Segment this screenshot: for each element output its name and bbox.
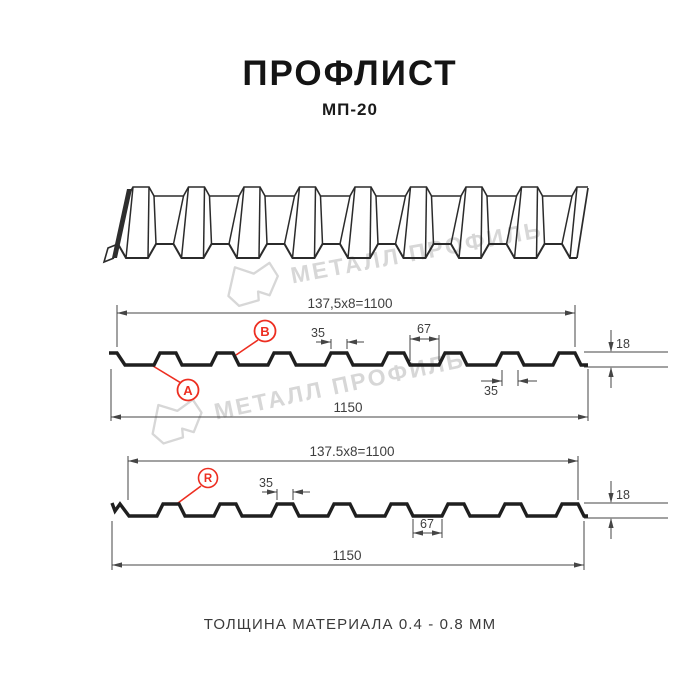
cross-section-ab: 137,5x8=1100 35 67 18 35 1150 A B [109, 296, 668, 421]
dimension-arrow [608, 342, 614, 352]
dimension-arrow [565, 310, 575, 316]
dimension-line [319, 195, 324, 245]
dimension-arrow [574, 562, 584, 568]
dimension-arrow [112, 562, 122, 568]
sheet-3d-view [102, 186, 589, 264]
sheet-near-edge [117, 243, 577, 259]
profile-outline-r [110, 501, 588, 518]
dim-pitch-2: 137.5x8=1100 [310, 444, 395, 459]
dimension-line [291, 186, 301, 259]
dimension-arrow [117, 310, 127, 316]
dimension-line [235, 339, 259, 356]
dimension-line [347, 186, 356, 259]
dimension-line [394, 195, 407, 245]
callout-r-label: R [204, 473, 213, 485]
brand-logo-icon [227, 261, 279, 308]
dimension-line [153, 195, 157, 245]
dimension-arrow [608, 493, 614, 503]
dimension-line [430, 195, 435, 245]
dimension-line [180, 186, 190, 259]
dimension-line [147, 186, 150, 259]
dimension-line [375, 195, 379, 245]
dimension-line [450, 195, 462, 245]
dimension-line [228, 195, 240, 245]
dimension-line [202, 186, 206, 259]
dim-valley-2: 67 [420, 517, 434, 531]
dimension-arrow [608, 518, 614, 528]
dimension-arrow [578, 414, 588, 420]
page-title: ПРОФЛИСТ [242, 54, 458, 93]
dimension-line [264, 195, 268, 245]
callout-r-circle [197, 467, 219, 489]
dim-height-1: 18 [616, 337, 630, 351]
material-thickness-note: ТОЛЩИНА МАТЕРИАЛА 0.4 - 0.8 ММ [203, 616, 497, 633]
dimension-arrow [293, 489, 303, 495]
dimension-line [402, 186, 412, 259]
dimension-line [125, 186, 134, 259]
dim-total-1: 1150 [333, 400, 362, 415]
dimension-arrow [429, 336, 439, 342]
dimension-line [505, 195, 518, 245]
dimension-line [236, 186, 245, 259]
dim-rib-bottom-1: 35 [484, 384, 498, 398]
dimension-arrow [128, 458, 138, 464]
profile-outline-ab [109, 351, 588, 367]
dim-height-2: 18 [616, 488, 630, 502]
dimension-arrow [410, 336, 420, 342]
callout-b-circle [253, 319, 277, 343]
dimension-line [541, 195, 546, 245]
dimension-line [513, 186, 523, 259]
dimension-line [177, 485, 202, 504]
cross-section-r: 137.5x8=1100 35 67 18 1150 R [110, 444, 668, 570]
dimension-arrow [568, 458, 578, 464]
dimension-arrow [267, 489, 277, 495]
dimension-arrow [413, 530, 423, 536]
dimension-line [339, 195, 351, 245]
dimension-line [535, 186, 539, 259]
dim-rib-top-2: 35 [259, 476, 273, 490]
sheet-left-flap [102, 243, 119, 264]
dimension-line [561, 195, 573, 245]
dim-pitch-1: 137,5x8=1100 [308, 296, 393, 311]
dimension-arrow [111, 414, 121, 420]
dimension-arrow [518, 378, 528, 384]
dimension-line [569, 186, 578, 259]
dimension-arrow [492, 378, 502, 384]
dim-total-2: 1150 [332, 548, 361, 563]
sheet-far-edge [127, 186, 588, 197]
brand-logo-icon [151, 398, 203, 445]
dimension-line [172, 195, 185, 245]
dimension-line [313, 186, 317, 259]
dimension-line [152, 365, 182, 384]
sheet-cut-edge [112, 189, 132, 258]
dim-valley-1: 67 [417, 322, 431, 336]
profile-model-label: МП-20 [322, 100, 378, 119]
callout-b-label: B [260, 324, 269, 339]
dimension-line [486, 195, 490, 245]
dimension-arrow [608, 367, 614, 377]
dim-rib-top-1: 35 [311, 326, 325, 340]
dimension-arrow [321, 339, 331, 345]
dimension-line [258, 186, 261, 259]
callout-a-label: A [183, 383, 193, 398]
dimension-line [576, 187, 589, 259]
dimension-line [208, 195, 213, 245]
callout-a-circle [176, 378, 200, 402]
brand-watermark: МЕТАЛЛ ПРОФИЛЬ [143, 335, 470, 449]
brand-watermark: МЕТАЛЛ ПРОФИЛЬ [220, 205, 547, 311]
dimension-line [369, 186, 372, 259]
dimension-line [283, 195, 296, 245]
dimension-line [424, 186, 428, 259]
dimension-arrow [347, 339, 357, 345]
dimension-line [458, 186, 467, 259]
dimension-arrow [432, 530, 442, 536]
dimension-line [480, 186, 483, 259]
